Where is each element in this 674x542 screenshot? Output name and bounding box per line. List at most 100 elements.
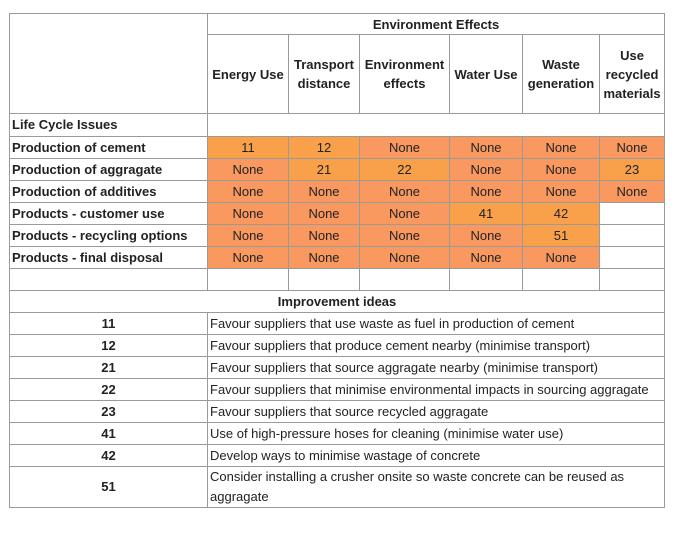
ideas-title-row: Improvement ideas [8, 290, 666, 313]
idea-text: Favour suppliers that source aggragate n… [206, 356, 666, 379]
effect-cell: None [207, 224, 289, 247]
effect-cell: None [598, 136, 666, 159]
effect-cell: 12 [288, 136, 360, 159]
table-title: Environment Effects [206, 13, 666, 35]
idea-code: 11 [9, 312, 208, 335]
idea-row: 51 Consider installing a crusher onsite s… [9, 466, 666, 508]
effect-cell: None [207, 246, 289, 269]
idea-code: 41 [9, 422, 208, 445]
effect-cell: 51 [522, 224, 600, 247]
column-header: Environment effects [359, 34, 450, 114]
idea-text: Favour suppliers that source recycled ag… [206, 400, 666, 423]
idea-text: Favour suppliers that produce cement nea… [206, 334, 666, 357]
effect-cell: None [288, 180, 360, 203]
idea-text: Develop ways to minimise wastage of conc… [206, 444, 666, 467]
column-header-line: Transport [294, 57, 354, 72]
effect-cell: None [522, 136, 600, 159]
idea-code: 51 [9, 466, 208, 508]
ideas-title: Improvement ideas [8, 290, 666, 313]
idea-code: 42 [9, 444, 208, 467]
table-row: Products - customer use None None None 41 42 [9, 202, 666, 225]
effect-cell: None [207, 202, 289, 225]
blank-cell [598, 268, 666, 291]
effect-cell: None [288, 202, 360, 225]
idea-row: 12 Favour suppliers that produce cement n… [9, 334, 666, 357]
effect-cell: None [359, 246, 450, 269]
effect-cell [598, 202, 666, 225]
effect-cell: 42 [522, 202, 600, 225]
column-header-line: Water Use [454, 66, 518, 82]
effect-cell: 11 [207, 136, 289, 159]
column-header-line: recycled [605, 66, 659, 82]
effect-cell: None [359, 136, 450, 159]
idea-text: Favour suppliers that minimise environme… [206, 378, 666, 401]
effect-cell: 22 [359, 158, 450, 181]
column-header-line: Waste [542, 57, 580, 72]
row-label: Production of additives [9, 180, 208, 203]
effect-cell: None [359, 202, 450, 225]
idea-text: Use of high-pressure hoses for cleaning … [206, 422, 666, 445]
effect-cell: None [449, 136, 523, 159]
effect-cell: None [359, 180, 450, 203]
table-row: Products - final disposal None None None Non… [9, 246, 666, 269]
effect-cell: None [207, 180, 289, 203]
table-row: Production of additives None None None None N… [9, 180, 666, 203]
effect-cell: None [598, 180, 666, 203]
effect-cell [598, 224, 666, 247]
idea-code: 12 [9, 334, 208, 357]
blank-cell [449, 268, 523, 291]
spacer-row [9, 268, 666, 291]
idea-text: Consider installing a crusher onsite so … [206, 466, 666, 508]
idea-row: 11 Favour suppliers that use waste as fue… [9, 312, 666, 335]
row-label: Production of aggragate [9, 158, 208, 181]
effect-cell: None [288, 246, 360, 269]
table-row: Products - recycling options None None None… [9, 224, 666, 247]
column-header-line: generation [527, 76, 595, 91]
idea-row: 22 Favour suppliers that minimise environ… [9, 378, 666, 401]
blank-cell [9, 268, 208, 291]
column-header: Use recycled materials [598, 34, 666, 114]
row-label: Products - recycling options [9, 224, 208, 247]
column-header-line: distance [297, 76, 351, 91]
idea-row: 41 Use of high-pressure hoses for cleanin… [9, 422, 666, 445]
column-header-row: Energy Use Transport distance Environment ef… [10, 34, 666, 114]
row-label: Production of cement [9, 136, 208, 159]
effect-cell: None [449, 224, 523, 247]
blank-cell [522, 268, 600, 291]
effect-cell: None [449, 158, 523, 181]
life-cycle-table: Environment Effects Energy Use Transport d… [8, 13, 666, 508]
corner-cell [9, 13, 208, 114]
row-label: Products - customer use [9, 202, 208, 225]
idea-text: Favour suppliers that use waste as fuel … [206, 312, 666, 335]
effect-cell: None [288, 224, 360, 247]
effect-cell: 21 [288, 158, 360, 181]
effect-cell [598, 246, 666, 269]
row-label: Products - final disposal [9, 246, 208, 269]
blank-cell [288, 268, 360, 291]
effect-cell: None [522, 158, 600, 181]
idea-row: 23 Favour suppliers that source recycled … [9, 400, 666, 423]
section-label: Life Cycle Issues [9, 113, 208, 137]
idea-code: 21 [9, 356, 208, 379]
section-blank [206, 113, 666, 137]
effect-cell: None [449, 246, 523, 269]
section-row: Life Cycle Issues [9, 113, 666, 137]
column-header-line: Environment [364, 57, 445, 72]
column-header-line: materials [603, 85, 661, 101]
column-header: Waste generation [522, 34, 600, 114]
effect-cell: None [522, 180, 600, 203]
effect-cell: 23 [598, 158, 666, 181]
effect-cell: None [359, 224, 450, 247]
idea-row: 21 Favour suppliers that source aggragate… [9, 356, 666, 379]
column-header-line: effects [383, 76, 426, 91]
column-header: Transport distance [288, 34, 360, 114]
column-header-line: Energy Use [212, 66, 284, 82]
column-header: Energy Use [207, 34, 289, 114]
idea-row: 42 Develop ways to minimise wastage of co… [9, 444, 666, 467]
blank-cell [359, 268, 450, 291]
effect-cell: None [207, 158, 289, 181]
table-row: Production of aggragate None 21 22 None None 2… [9, 158, 666, 181]
idea-code: 22 [9, 378, 208, 401]
title-row: Environment Effects [9, 13, 666, 114]
table-row: Production of cement 11 12 None None None None [9, 136, 666, 159]
